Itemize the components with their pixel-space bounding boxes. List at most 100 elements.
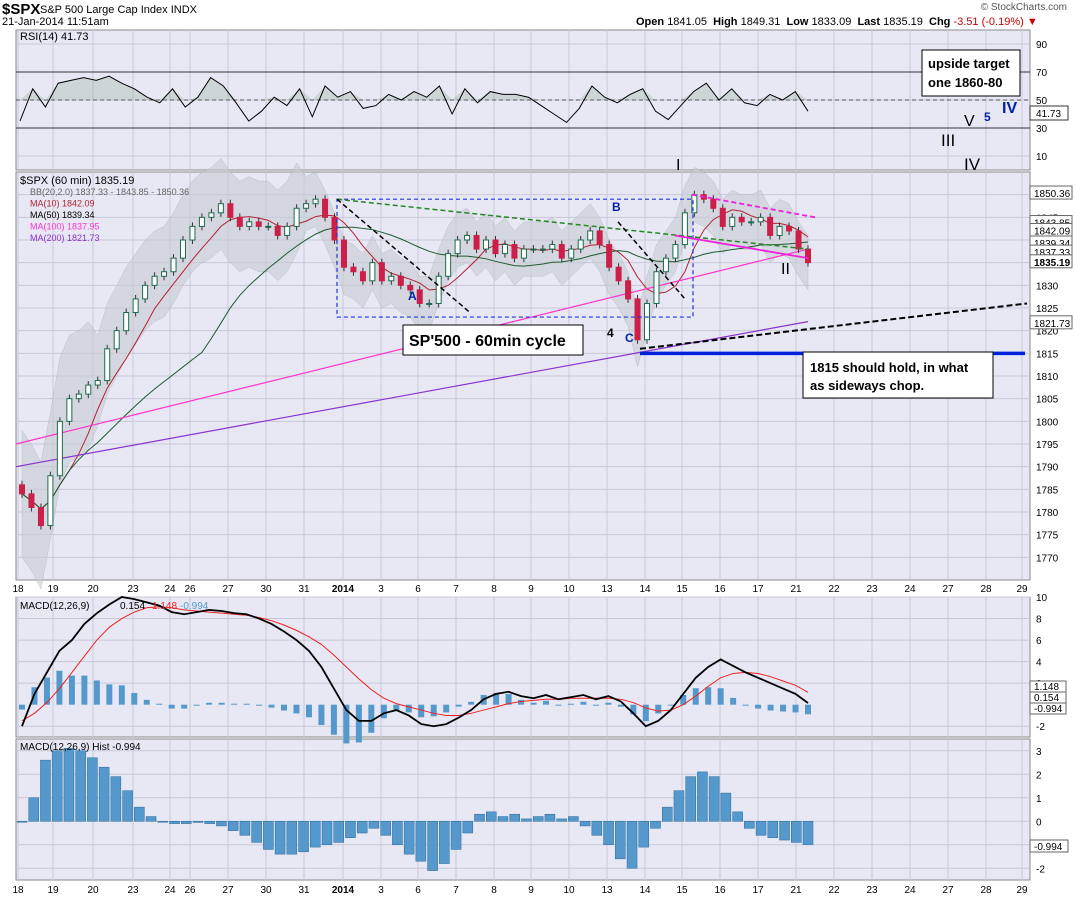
x-tick-label-bottom: 24 xyxy=(904,885,916,896)
hist-bar xyxy=(486,811,497,822)
wave-label-5: 5 xyxy=(984,110,991,124)
x-tick-label-bottom: 31 xyxy=(298,885,310,896)
price-tick-label: 1805 xyxy=(1036,395,1059,406)
x-tick-label-bottom: 29 xyxy=(1016,885,1028,896)
hist-value-box xyxy=(1029,839,1069,853)
wave-label-iii: III xyxy=(941,131,955,150)
note-box xyxy=(802,351,994,399)
candle-body xyxy=(558,244,565,259)
hist-bar xyxy=(356,821,368,834)
candle-body xyxy=(719,207,726,227)
candle-body xyxy=(123,312,130,332)
price-tick-label: 1795 xyxy=(1036,440,1059,451)
macd-tick-label: -2 xyxy=(1036,722,1045,733)
hist-bar xyxy=(145,816,157,822)
macd-hist-bar xyxy=(206,702,213,705)
macd-hist-bar xyxy=(617,704,624,707)
hist-bar xyxy=(216,821,227,827)
price-tick-label: 1825 xyxy=(1036,304,1059,315)
price-value-label: 1850.36 xyxy=(1034,189,1071,200)
hist-bar xyxy=(134,806,145,822)
macd-hist-bar xyxy=(293,704,300,714)
candle-body xyxy=(407,284,414,291)
macd-line xyxy=(21,596,809,728)
x-tick-label: 17 xyxy=(752,584,764,595)
wave-label-b: B xyxy=(612,200,621,214)
note-line1: 1815 should hold, in what xyxy=(810,360,969,375)
x-tick-label: 29 xyxy=(1016,584,1028,595)
candle-body xyxy=(606,244,613,268)
open-label: Open xyxy=(636,16,665,28)
wave-label-c: C xyxy=(625,331,634,345)
wave-label-ii: II xyxy=(781,261,790,278)
hist-bar xyxy=(791,821,802,843)
hist-bar xyxy=(661,806,673,822)
candle-body xyxy=(568,248,575,259)
macd-hist-bar xyxy=(592,704,599,706)
candle-body xyxy=(757,216,764,223)
macd-hist-bar xyxy=(605,702,612,705)
ohlc-readout: Open 1841.05 High 1849.31 Low 1833.09 La… xyxy=(636,16,1038,28)
candle-body xyxy=(217,203,224,214)
macd-hist-bar xyxy=(43,677,50,705)
magenta-upper-trend xyxy=(691,193,816,219)
candle-body xyxy=(284,225,291,236)
macd-hist-bar xyxy=(780,704,787,712)
macd-hist-bar xyxy=(181,704,188,709)
hist-bar xyxy=(251,821,262,843)
hist-bar xyxy=(274,821,286,855)
candle-body xyxy=(322,198,329,218)
x-tick-label-bottom: 7 xyxy=(453,885,459,896)
hist-bar xyxy=(227,821,239,831)
macd-hist-bar xyxy=(705,687,712,705)
macd-hist-bar xyxy=(443,704,450,713)
candle-body xyxy=(625,280,632,300)
x-tick-label: 31 xyxy=(298,584,310,595)
x-tick-label: 7 xyxy=(453,584,459,595)
candle-body xyxy=(672,244,679,259)
candle-body xyxy=(189,225,196,241)
x-tick-label-bottom: 6 xyxy=(415,885,421,896)
macd-hist-bar xyxy=(305,704,312,718)
x-tick-label: 21 xyxy=(790,584,802,595)
macd-hist-bar xyxy=(143,699,150,705)
hist-bar xyxy=(521,818,532,822)
panel-hist xyxy=(15,738,1031,881)
x-tick-label: 2014 xyxy=(332,584,355,595)
hist-tick-label: -2 xyxy=(1036,864,1045,875)
candle-body xyxy=(19,484,25,495)
macd-legend-signal: 1.148 xyxy=(152,601,177,612)
candle-body xyxy=(549,244,556,250)
x-tick-label-bottom: 15 xyxy=(676,885,688,896)
price-tick-label: 1775 xyxy=(1036,531,1059,542)
x-tick-label: 9 xyxy=(528,584,534,595)
hist-tick-label: 3 xyxy=(1036,747,1042,758)
candle-body xyxy=(56,420,63,477)
macd-hist-bar xyxy=(717,688,724,705)
price-value-label: 1839.34 xyxy=(1034,239,1071,250)
macd-hist-bar xyxy=(642,704,649,722)
candle-body xyxy=(388,275,395,282)
black-dashed-bc xyxy=(617,221,686,300)
candle-body xyxy=(473,234,480,250)
hist-bar xyxy=(638,821,650,848)
candle-body xyxy=(359,271,366,282)
rsi-tick-label: 10 xyxy=(1036,152,1048,163)
candle-body xyxy=(805,248,811,264)
hist-bar xyxy=(368,821,380,829)
x-tick-label-bottom: 23 xyxy=(127,885,139,896)
macd-tick-label: 10 xyxy=(1036,593,1048,604)
x-tick-label: 23 xyxy=(866,584,878,595)
x-tick-label-bottom: 22 xyxy=(828,885,840,896)
hist-bar xyxy=(568,816,579,822)
candle-body xyxy=(426,302,433,305)
macd-hist-bar xyxy=(755,704,762,709)
x-tick-label-bottom: 21 xyxy=(790,885,802,896)
macd-hist-bar xyxy=(792,704,799,713)
candle-body xyxy=(265,225,272,228)
macd-hist-bar xyxy=(330,704,337,735)
macd-hist-bar xyxy=(530,702,537,705)
hist-bar xyxy=(310,821,321,848)
price-legend-item: MA(50) 1839.34 xyxy=(30,210,95,220)
rsi-tick-label: 90 xyxy=(1036,40,1048,51)
